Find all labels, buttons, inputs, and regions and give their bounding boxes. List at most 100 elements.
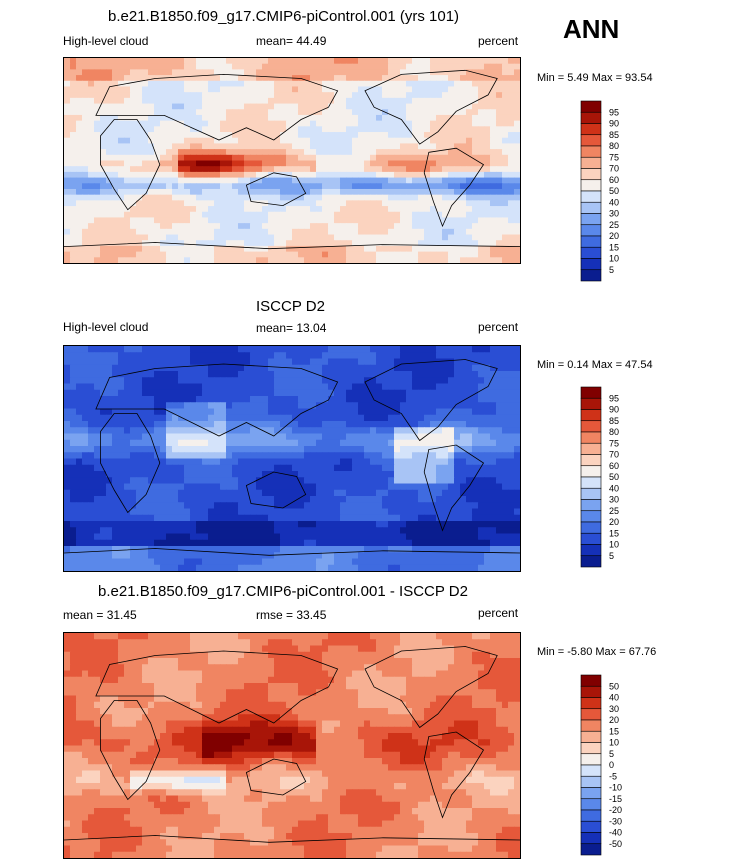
heatmap-cell [172, 154, 179, 162]
heatmap-cell [460, 137, 467, 145]
heatmap-cell [298, 97, 305, 105]
heatmap-cell [64, 471, 71, 478]
heatmap-cell [208, 234, 215, 241]
heatmap-cell [502, 377, 509, 385]
heatmap-cell [334, 402, 341, 410]
heatmap-cell [334, 489, 341, 497]
heatmap-cell [64, 364, 71, 372]
heatmap-cell [244, 402, 251, 410]
heatmap-cell [514, 358, 520, 366]
heatmap-cell [262, 206, 269, 213]
heatmap-cell [262, 183, 269, 190]
heatmap-cell [514, 446, 520, 453]
heatmap-cell [70, 396, 77, 403]
heatmap-cell [286, 217, 293, 224]
heatmap-cell [136, 496, 143, 503]
heatmap-cell [304, 109, 311, 116]
heatmap-cell [172, 188, 179, 196]
heatmap-cell [502, 63, 509, 70]
heatmap-cell [262, 171, 269, 179]
heatmap-cell [136, 371, 143, 378]
heatmap-cell [484, 521, 491, 528]
heatmap-cell [454, 521, 461, 528]
heatmap-cell [484, 377, 491, 385]
heatmap-cell [148, 514, 155, 522]
heatmap-cell [454, 160, 461, 167]
heatmap-cell [130, 200, 137, 207]
heatmap-cell [160, 439, 167, 447]
heatmap-cell [370, 211, 377, 219]
heatmap-cell [424, 396, 431, 403]
heatmap-cell [418, 166, 425, 173]
heatmap-cell [472, 251, 479, 258]
heatmap-cell [346, 358, 353, 366]
heatmap-cell [76, 414, 83, 422]
heatmap-cell [352, 86, 359, 93]
heatmap-cell [106, 458, 113, 466]
heatmap-cell [502, 223, 509, 230]
heatmap-cell [136, 228, 143, 236]
heatmap-cell [370, 458, 377, 466]
heatmap-cell [322, 389, 329, 397]
heatmap-cell [358, 402, 365, 410]
heatmap-cell [376, 458, 383, 466]
heatmap-cell [286, 452, 293, 460]
heatmap-cell [244, 103, 251, 110]
heatmap-cell [160, 421, 167, 428]
heatmap-cell [490, 496, 497, 503]
heatmap-cell [70, 527, 77, 535]
heatmap-cell [118, 383, 125, 391]
heatmap-cell [442, 228, 449, 236]
heatmap-cell [334, 132, 341, 139]
heatmap-cell [460, 427, 467, 435]
heatmap-cell [376, 69, 383, 76]
heatmap-cell [136, 177, 143, 184]
heatmap-cell [184, 109, 191, 116]
heatmap-cell [256, 358, 263, 366]
heatmap-cell [268, 346, 275, 353]
heatmap-cell [172, 160, 179, 167]
heatmap-cell [292, 496, 299, 503]
heatmap-cell [220, 154, 227, 162]
colorbar-box [580, 190, 602, 203]
heatmap-cell [310, 58, 317, 65]
heatmap-cell [496, 177, 503, 184]
heatmap-cell [466, 211, 473, 219]
heatmap-cell [298, 358, 305, 366]
heatmap-cell [346, 211, 353, 219]
heatmap-cell [424, 80, 431, 88]
heatmap-cell [508, 396, 515, 403]
heatmap-cell [160, 257, 167, 263]
heatmap-cell [256, 477, 263, 485]
heatmap-cell [256, 489, 263, 497]
heatmap-cell [70, 496, 77, 503]
heatmap-cell [400, 228, 407, 236]
heatmap-cell [394, 521, 401, 528]
heatmap-cell [196, 166, 203, 173]
heatmap-cell [226, 103, 233, 110]
heatmap-cell [82, 211, 89, 219]
heatmap-cell [346, 86, 353, 93]
heatmap-cell [142, 97, 149, 105]
heatmap-cell [508, 251, 515, 258]
heatmap-cell [424, 166, 431, 173]
heatmap-cell [250, 408, 257, 416]
heatmap-cell [124, 389, 131, 397]
heatmap-cell [394, 86, 401, 93]
heatmap-cell [256, 120, 263, 127]
heatmap-cell [514, 257, 520, 263]
heatmap-cell [322, 183, 329, 190]
heatmap-cell [64, 446, 71, 453]
heatmap-cell [208, 143, 215, 150]
heatmap-cell [166, 80, 173, 88]
heatmap-cell [274, 154, 281, 162]
heatmap-cell [262, 143, 269, 150]
heatmap-cell [220, 80, 227, 88]
heatmap-cell [106, 223, 113, 230]
heatmap-cell [388, 364, 395, 372]
heatmap-cell [202, 514, 209, 522]
heatmap-cell [196, 217, 203, 224]
heatmap-cell [436, 166, 443, 173]
heatmap-cell [178, 240, 185, 247]
heatmap-cell [460, 471, 467, 478]
